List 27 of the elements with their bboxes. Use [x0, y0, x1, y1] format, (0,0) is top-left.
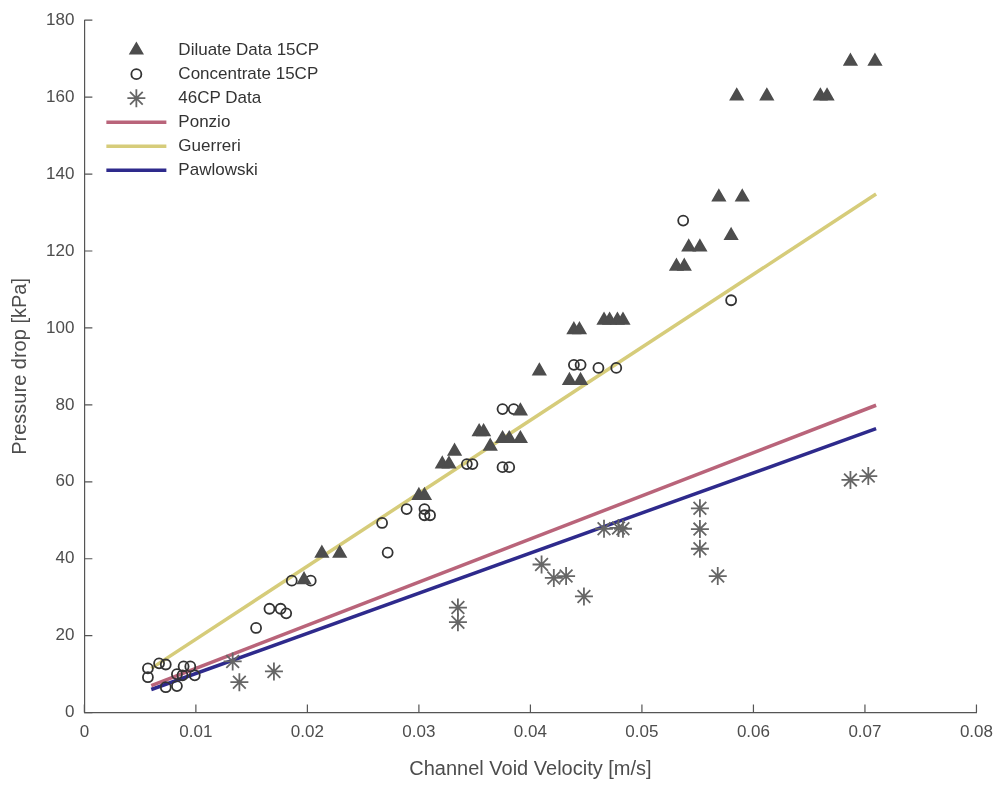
y-tick-label: 180: [45, 9, 75, 29]
legend-label: Guerreri: [178, 135, 241, 155]
legend-label: Ponzio: [178, 111, 231, 131]
y-tick-label: 120: [45, 240, 75, 260]
x-axis-title: Channel Void Velocity [m/s]: [409, 756, 652, 779]
y-tick-label: 60: [55, 471, 75, 491]
legend-label: Concentrate 15CP: [178, 63, 319, 83]
x-tick-label: 0.08: [959, 722, 993, 742]
y-tick-label: 20: [55, 625, 75, 645]
legend-label: 46CP Data: [178, 87, 262, 107]
y-tick-label: 40: [55, 548, 75, 568]
y-tick-label: 140: [45, 163, 75, 183]
x-tick-label: 0.03: [402, 722, 436, 742]
y-tick-label: 160: [45, 86, 75, 106]
x-tick-label: 0: [79, 722, 90, 742]
x-tick-label: 0.07: [848, 722, 882, 742]
x-tick-label: 0.06: [736, 722, 770, 742]
x-tick-label: 0.05: [625, 722, 659, 742]
x-tick-label: 0.02: [290, 722, 324, 742]
x-tick-label: 0.04: [513, 722, 547, 742]
y-axis-title: Pressure drop [kPa]: [7, 278, 30, 455]
y-tick-label: 0: [64, 702, 75, 722]
legend-label: Pawlowski: [178, 159, 258, 179]
y-tick-label: 80: [55, 394, 75, 414]
x-tick-label: 0.01: [179, 722, 213, 742]
y-tick-label: 100: [45, 317, 75, 337]
legend-label: Diluate Data 15CP: [178, 39, 320, 59]
